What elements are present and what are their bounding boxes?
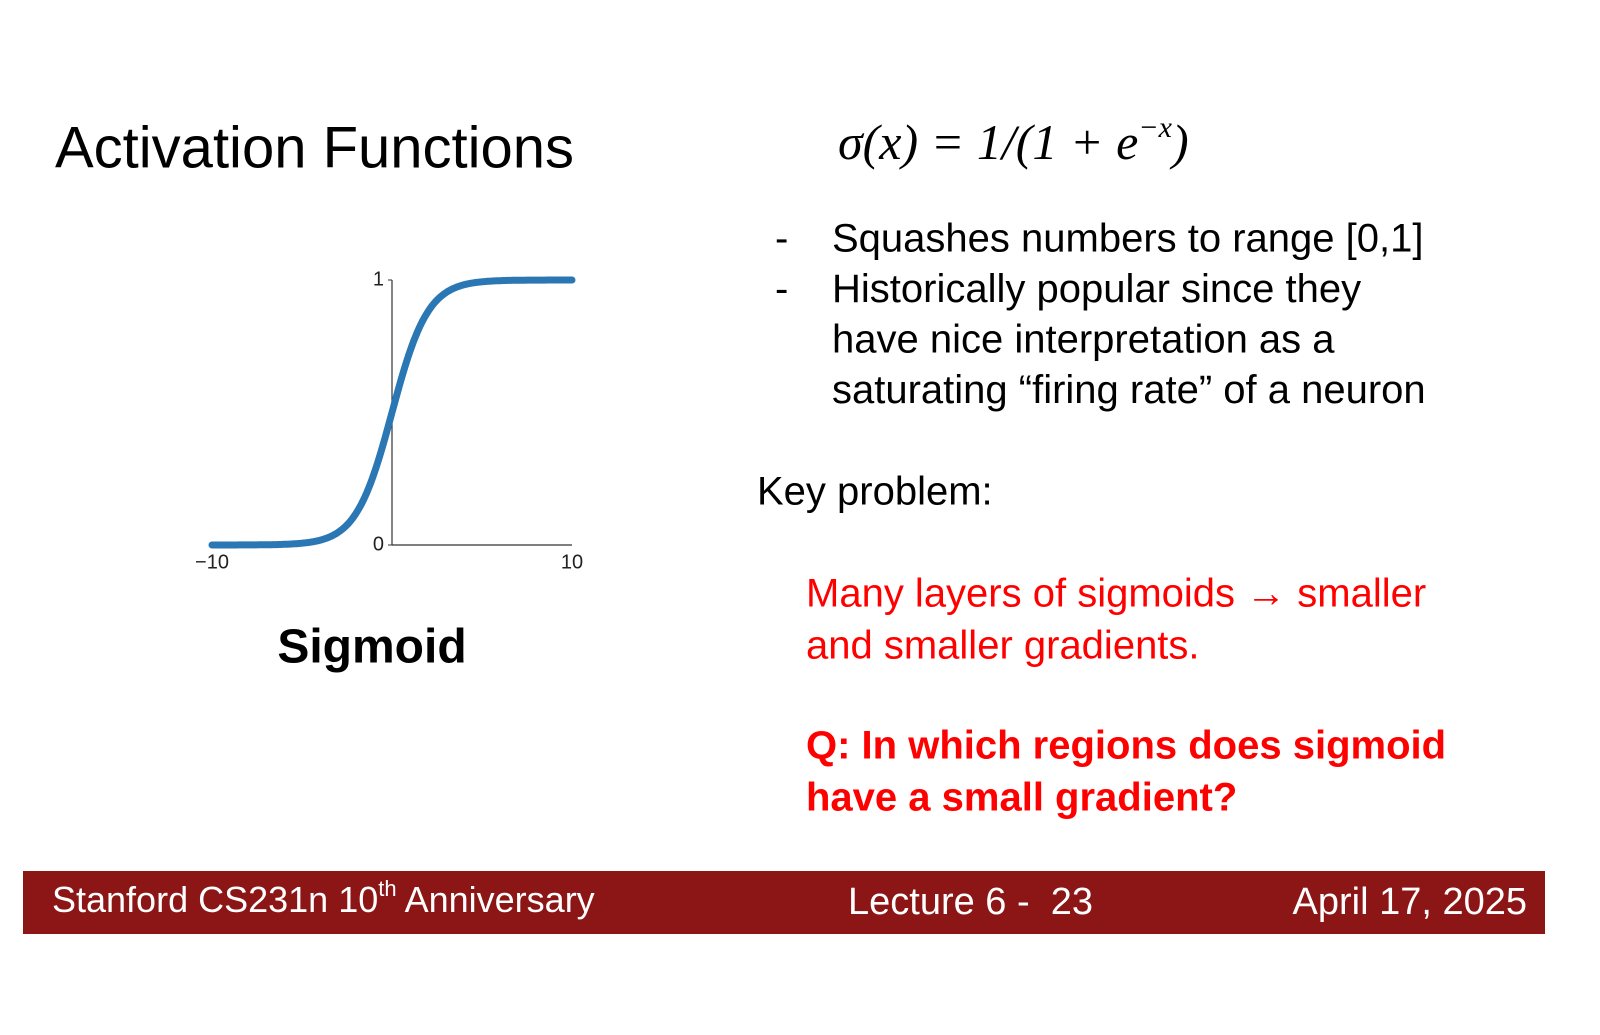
footer-lecture: Lecture 6 - 23	[848, 881, 1093, 923]
course-sup: th	[378, 876, 396, 901]
y-tick-label: 1	[373, 268, 384, 290]
formula-main: σ(x) = 1/(1 + e	[838, 114, 1138, 170]
problem-line: Many layers of sigmoids → smaller	[806, 572, 1426, 616]
course-end: Anniversary	[397, 879, 595, 920]
sigmoid-curve	[208, 276, 576, 549]
bullet-text: Squashes numbers to range [0,1]	[832, 217, 1423, 261]
footer-course: Stanford CS231n 10th Anniversary	[52, 876, 595, 920]
footer-bar	[23, 871, 1545, 934]
bullet-text: saturating “firing rate” of a neuron	[832, 368, 1426, 412]
formula: σ(x) = 1/(1 + e−x)	[838, 111, 1189, 171]
x-tick-label: −10	[195, 551, 229, 573]
bullet-text: Historically popular since they	[832, 267, 1361, 311]
bullet-text: have nice interpretation as a	[832, 318, 1335, 362]
formula-exponent: −x	[1138, 111, 1172, 144]
key-problem: Key problem:	[757, 470, 993, 514]
x-tick-label: 10	[561, 551, 583, 573]
slide-title: Activation Functions	[55, 115, 574, 180]
figure-caption: Sigmoid	[277, 621, 466, 674]
question-line: Q: In which regions does sigmoid	[806, 724, 1446, 768]
footer-date: April 17, 2025	[1293, 881, 1528, 923]
bullet-list: - Squashes numbers to range [0,1]- Histori…	[775, 217, 1426, 413]
bullet-marker: -	[775, 267, 788, 311]
problem-line: and smaller gradients.	[806, 624, 1200, 668]
formula-close: )	[1169, 114, 1189, 170]
sigmoid-plot: −10 10 0 1	[195, 268, 583, 573]
bullet-marker: -	[775, 217, 788, 261]
y-tick-label: 0	[373, 533, 384, 555]
course-name: Stanford CS231n 10	[52, 879, 378, 920]
question-line: have a small gradient?	[806, 776, 1237, 820]
